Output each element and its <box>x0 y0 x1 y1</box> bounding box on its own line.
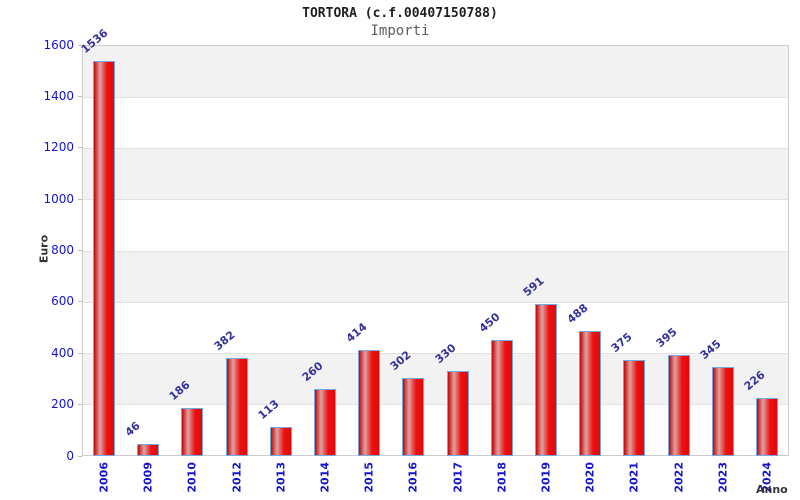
bar <box>402 378 425 456</box>
bar-value-label: 375 <box>608 329 635 355</box>
bar-slot: 591 2019 <box>520 45 568 493</box>
x-tick-label: 2018 <box>495 462 509 493</box>
bar-slot: 414 2015 <box>343 45 391 493</box>
bar-slot: 345 2023 <box>697 45 745 493</box>
bar-value-label: 46 <box>122 419 144 440</box>
bar <box>93 61 116 456</box>
y-tick-label: 0 <box>66 448 74 463</box>
bar <box>181 408 204 456</box>
y-tick-label: 1400 <box>43 88 74 103</box>
y-tick-label: 200 <box>51 397 74 412</box>
y-axis-title: Euro <box>37 234 51 264</box>
y-axis: 1600 1400 1200 1000 800 600 400 200 0 <box>0 0 82 500</box>
grid-band <box>83 250 788 302</box>
y-tick-label: 1600 <box>43 37 74 52</box>
y-tick <box>78 95 82 97</box>
y-tick <box>78 352 82 354</box>
bar-slot: 450 2018 <box>476 45 524 493</box>
bar-slot: 382 2012 <box>211 45 259 493</box>
y-tick <box>78 250 82 251</box>
bar-slot: 330 2017 <box>432 45 480 493</box>
x-tick-label: 2021 <box>627 462 641 493</box>
y-tick <box>78 147 82 149</box>
x-tick-label: 2019 <box>539 462 553 493</box>
bar <box>314 389 337 456</box>
grid-band <box>83 97 788 148</box>
bar <box>225 357 248 456</box>
bar-value-label: 450 <box>476 310 503 336</box>
x-tick-label: 2014 <box>318 462 332 493</box>
bar-value-label: 395 <box>653 324 680 350</box>
y-tick-label: 1000 <box>43 191 74 206</box>
bar-value-label: 382 <box>211 328 238 353</box>
x-tick-label: 2023 <box>716 462 730 493</box>
x-tick-label: 2010 <box>185 462 199 493</box>
y-tick <box>78 198 82 200</box>
x-tick-label: 2006 <box>97 462 111 493</box>
x-tick-label: 2013 <box>274 462 288 493</box>
grid-band <box>83 148 788 200</box>
x-tick-label: 2012 <box>230 462 244 493</box>
bar-slot: 302 2016 <box>388 45 435 493</box>
bar-slot: 46 2009 <box>122 45 170 493</box>
bar-value-label: 591 <box>520 274 547 300</box>
bar <box>137 444 160 456</box>
bar <box>579 330 602 456</box>
x-tick-label: 2020 <box>583 462 597 493</box>
bar <box>269 427 292 456</box>
bar-slot: 488 2020 <box>564 45 612 493</box>
y-tick-label: 1200 <box>43 140 74 155</box>
x-axis-title: Anno <box>756 483 788 496</box>
y-tick-label: 400 <box>51 345 74 360</box>
bar <box>490 340 513 456</box>
bars-container: 1536 2006 46 2009 186 2010 382 2012 113 2013 260 20… <box>79 27 789 493</box>
grid-band <box>83 46 788 98</box>
chart-subtitle: Importi <box>370 23 430 39</box>
bar-value-label: 186 <box>167 378 194 404</box>
bar <box>358 349 381 456</box>
bar-value-label: 345 <box>697 337 724 363</box>
y-tick-label: 600 <box>51 294 74 309</box>
bar <box>534 304 557 456</box>
chart-title: TORTORA (c.f.00407150788) <box>302 6 498 21</box>
y-tick <box>78 455 82 457</box>
grid-band <box>83 301 788 353</box>
x-tick-label: 2015 <box>362 462 376 493</box>
y-tick <box>78 301 82 303</box>
bar <box>446 371 469 456</box>
bar-slot: 1536 2006 <box>79 27 126 493</box>
bar-slot: 226 2024 <box>741 45 789 493</box>
y-tick-label: 800 <box>51 243 74 257</box>
bar-value-label: 226 <box>741 368 768 393</box>
x-tick-label: 2016 <box>406 462 420 493</box>
bar-value-label: 330 <box>432 341 459 367</box>
bar-value-label: 260 <box>299 359 326 385</box>
bar-value-label: 414 <box>343 319 370 345</box>
grid-band <box>83 199 788 250</box>
x-tick-label: 2009 <box>141 462 155 493</box>
bar-slot: 186 2010 <box>167 45 214 493</box>
bar <box>711 367 734 456</box>
bar-slot: 260 2014 <box>299 45 347 493</box>
grid-band <box>83 403 788 455</box>
bar <box>755 397 778 456</box>
bar-slot: 395 2022 <box>653 45 700 493</box>
bar-value-label: 302 <box>388 348 415 374</box>
bar-value-label: 488 <box>564 300 591 326</box>
bar <box>667 354 690 456</box>
y-tick <box>78 404 82 406</box>
y-tick <box>78 44 82 46</box>
bar-slot: 375 2021 <box>608 45 656 493</box>
x-tick-label: 2022 <box>672 462 686 493</box>
x-tick-label: 2017 <box>451 462 465 493</box>
bar-slot: 113 2013 <box>255 45 303 493</box>
bar <box>623 359 646 456</box>
bar-value-label: 113 <box>255 397 282 422</box>
